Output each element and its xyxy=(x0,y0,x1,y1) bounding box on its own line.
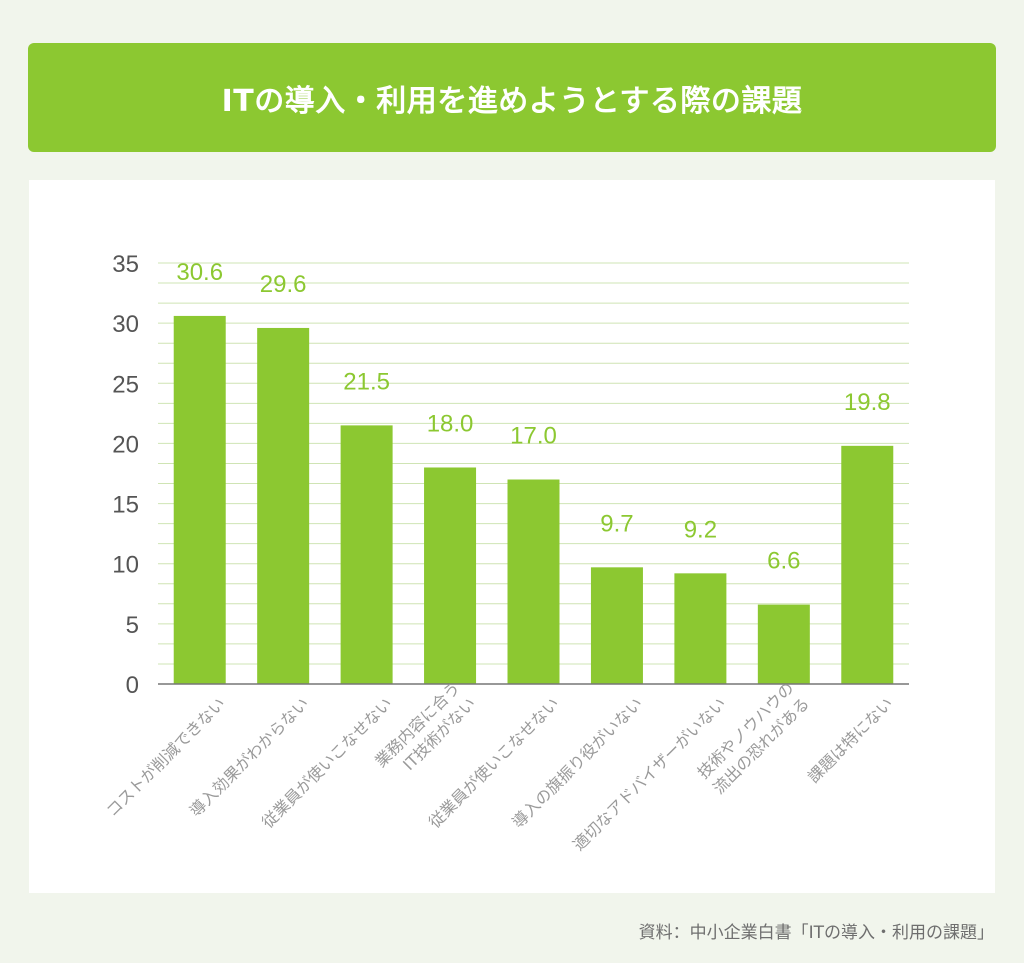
title-banner: ITの導入・利用を進めようとする際の課題 xyxy=(28,43,996,152)
bar xyxy=(257,327,310,684)
value-label: 21.5 xyxy=(343,368,390,395)
y-tick-label: 0 xyxy=(126,672,139,699)
y-tick-label: 10 xyxy=(112,552,139,579)
y-tick-label: 35 xyxy=(112,251,139,278)
bars xyxy=(173,315,894,684)
chart-title: ITの導入・利用を進めようとする際の課題 xyxy=(221,83,803,119)
bar xyxy=(424,467,477,684)
value-labels: 30.6 29.6 21.5 18.0 17.0 9.7 9.2 6.6 19.8 xyxy=(176,259,890,575)
value-label: 9.7 xyxy=(600,510,633,537)
category-label-line: 課題は特にない xyxy=(804,694,897,787)
value-label: 18.0 xyxy=(427,410,474,437)
value-label: 9.2 xyxy=(684,516,717,543)
y-tick-label: 20 xyxy=(112,431,139,458)
bar xyxy=(757,604,810,684)
bar xyxy=(590,567,643,684)
bar-chart: 0 5 10 15 20 25 30 35 30.6 29.6 21.5 18.0 17.0 9.7 9.… xyxy=(102,251,909,854)
y-tick-label: 25 xyxy=(112,371,139,398)
category-labels: コストが削減できない導入効果がわからない従業員が使いこなせない業務内容に合うIT… xyxy=(102,678,896,854)
value-label: 30.6 xyxy=(176,259,223,286)
value-label: 19.8 xyxy=(844,389,891,416)
bar xyxy=(507,479,560,684)
bar xyxy=(841,445,894,684)
y-tick-label: 5 xyxy=(126,612,139,639)
y-tick-label: 15 xyxy=(112,492,139,519)
value-label: 6.6 xyxy=(767,548,800,575)
chart-panel: 0 5 10 15 20 25 30 35 30.6 29.6 21.5 18.0 17.0 9.7 9.… xyxy=(29,180,995,893)
y-tick-label: 30 xyxy=(112,311,139,338)
bar xyxy=(340,425,393,684)
bar xyxy=(173,315,226,684)
source-note: 資料：中小企業白書「ITの導入・利用の課題」 xyxy=(638,923,994,943)
category-label: 課題は特にない xyxy=(804,694,897,787)
value-label: 29.6 xyxy=(260,271,307,298)
y-axis-ticks: 0 5 10 15 20 25 30 35 xyxy=(112,251,139,699)
value-label: 17.0 xyxy=(510,423,557,450)
bar xyxy=(674,573,727,684)
